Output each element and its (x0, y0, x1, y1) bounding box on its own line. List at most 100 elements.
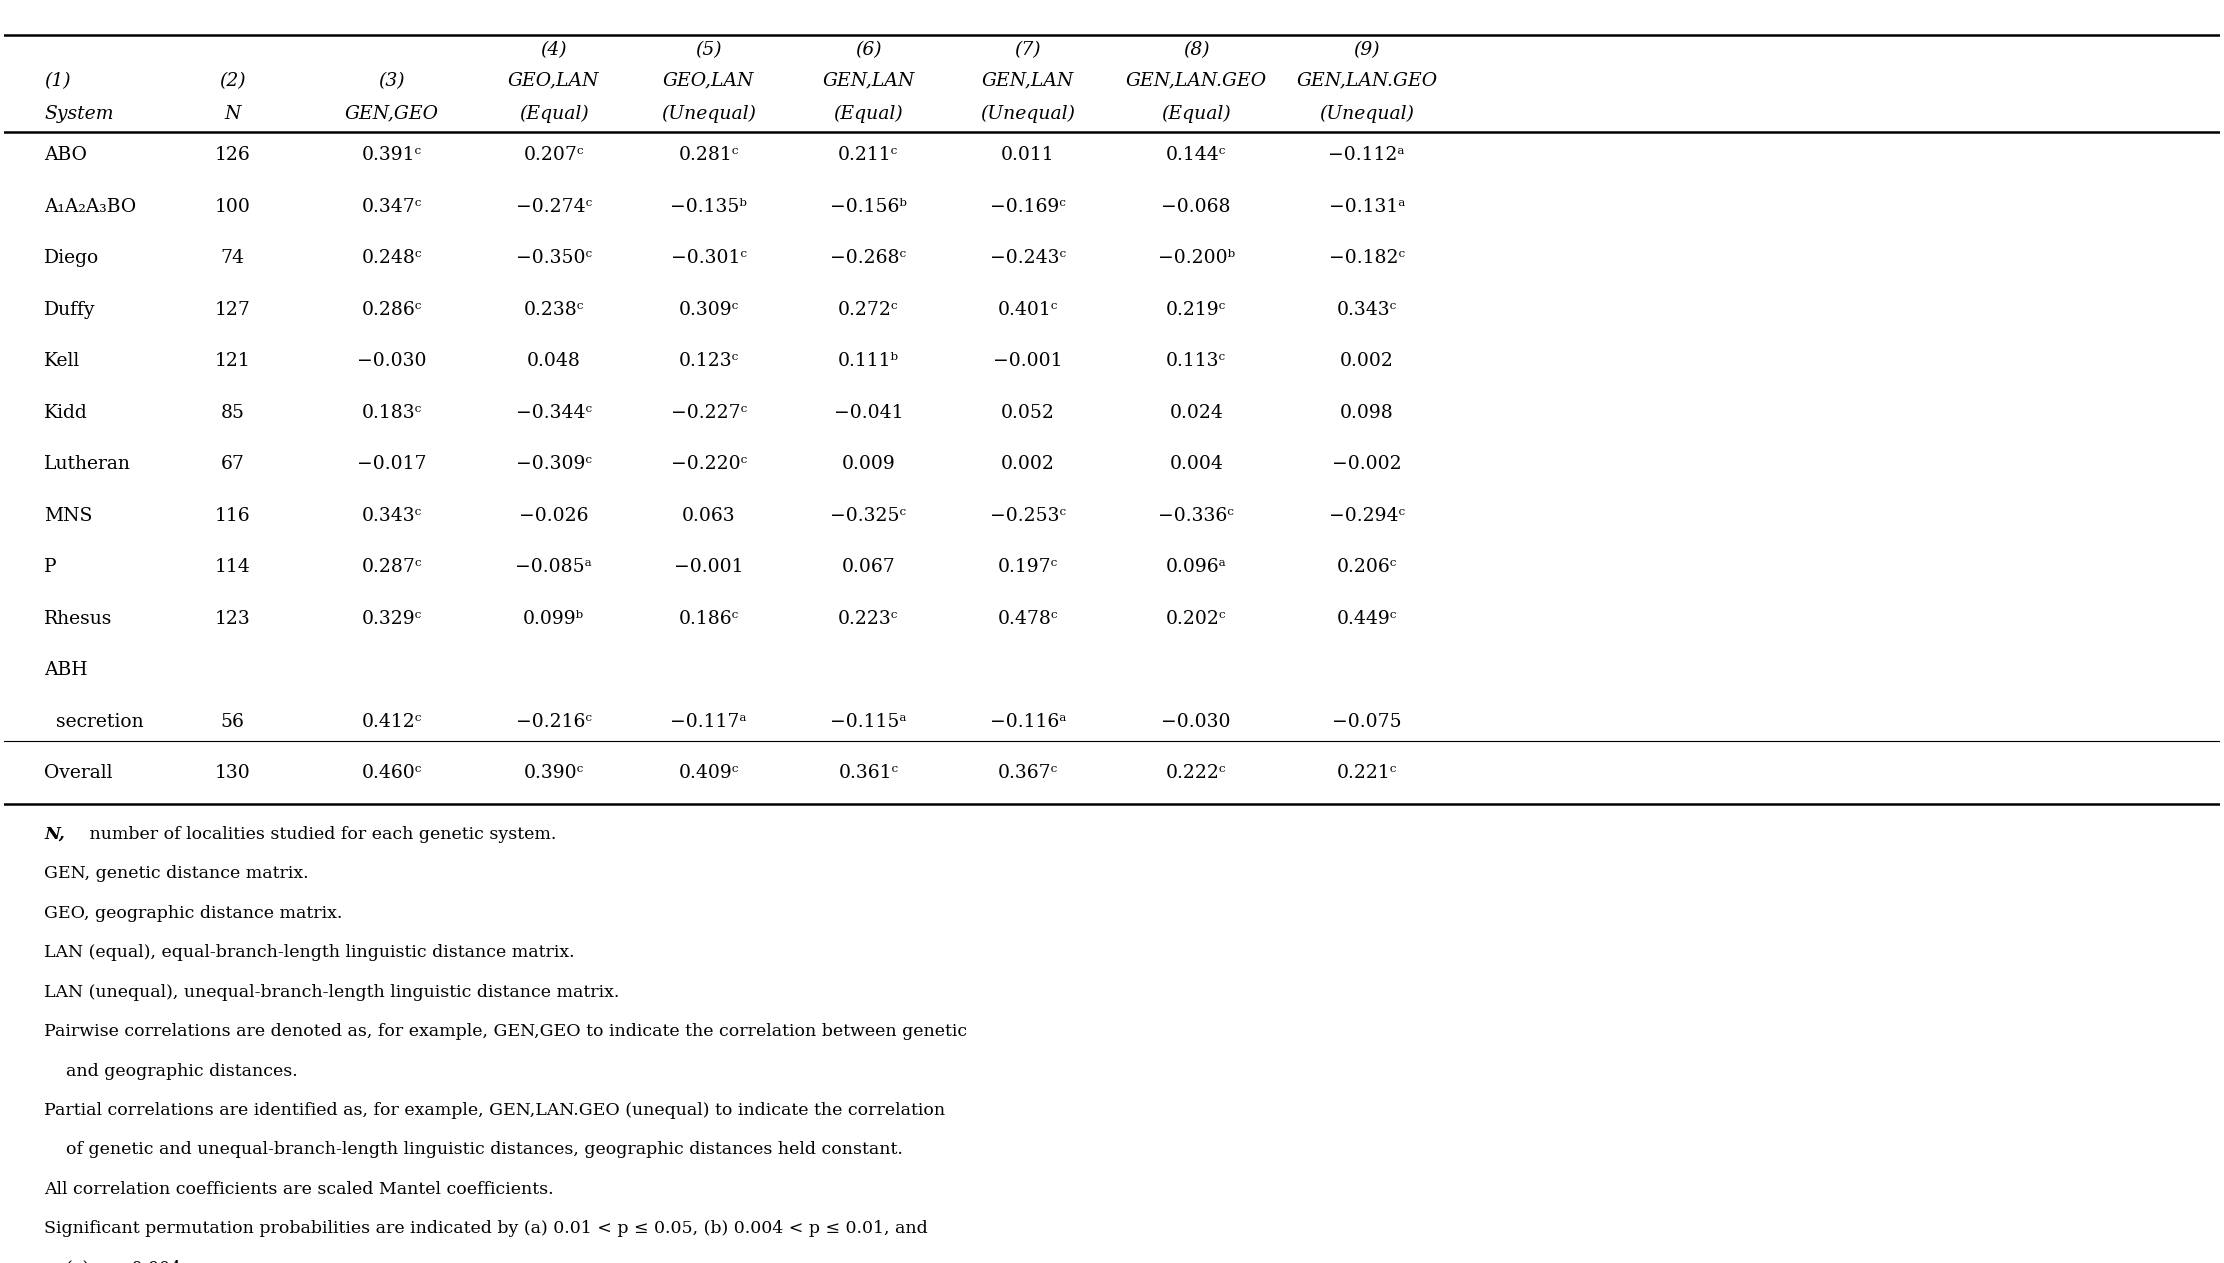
Text: 0.478ᶜ: 0.478ᶜ (999, 610, 1059, 628)
Text: MNS: MNS (44, 506, 93, 524)
Text: (Unequal): (Unequal) (661, 105, 756, 123)
Text: 0.409ᶜ: 0.409ᶜ (678, 764, 738, 782)
Text: Partial correlations are identified as, for example, GEN,LAN.GEO (unequal) to in: Partial correlations are identified as, … (44, 1103, 945, 1119)
Text: 127: 127 (214, 301, 251, 318)
Text: 85: 85 (220, 404, 245, 422)
Text: −0.253ᶜ: −0.253ᶜ (990, 506, 1065, 524)
Text: 0.111ᵇ: 0.111ᵇ (838, 352, 898, 370)
Text: (2): (2) (220, 72, 245, 90)
Text: −0.344ᶜ: −0.344ᶜ (516, 404, 592, 422)
Text: GEO,LAN: GEO,LAN (507, 72, 598, 90)
Text: 0.401ᶜ: 0.401ᶜ (999, 301, 1059, 318)
Text: Significant permutation probabilities are indicated by (a) 0.01 < p ≤ 0.05, (b) : Significant permutation probabilities ar… (44, 1220, 927, 1238)
Text: ABH: ABH (44, 662, 87, 679)
Text: 0.202ᶜ: 0.202ᶜ (1165, 610, 1225, 628)
Text: 0.211ᶜ: 0.211ᶜ (838, 147, 898, 164)
Text: 0.197ᶜ: 0.197ᶜ (999, 558, 1059, 576)
Text: −0.243ᶜ: −0.243ᶜ (990, 249, 1065, 268)
Text: 0.063: 0.063 (683, 506, 736, 524)
Text: and geographic distances.: and geographic distances. (44, 1062, 298, 1080)
Text: −0.075: −0.075 (1332, 712, 1401, 731)
Text: (3): (3) (378, 72, 405, 90)
Text: −0.112ᵃ: −0.112ᵃ (1328, 147, 1406, 164)
Text: GEN,LAN: GEN,LAN (981, 72, 1074, 90)
Text: 0.329ᶜ: 0.329ᶜ (363, 610, 423, 628)
Text: −0.135ᵇ: −0.135ᵇ (669, 198, 747, 216)
Text: 0.281ᶜ: 0.281ᶜ (678, 147, 738, 164)
Text: −0.220ᶜ: −0.220ᶜ (672, 455, 747, 474)
Text: 0.099ᵇ: 0.099ᵇ (523, 610, 585, 628)
Text: −0.131ᵃ: −0.131ᵃ (1328, 198, 1406, 216)
Text: ABO: ABO (44, 147, 87, 164)
Text: 0.222ᶜ: 0.222ᶜ (1165, 764, 1225, 782)
Text: of genetic and unequal-branch-length linguistic distances, geographic distances : of genetic and unequal-branch-length lin… (44, 1142, 903, 1158)
Text: 0.004: 0.004 (1170, 455, 1223, 474)
Text: (Equal): (Equal) (834, 105, 903, 123)
Text: 0.123ᶜ: 0.123ᶜ (678, 352, 738, 370)
Text: Pairwise correlations are denoted as, for example, GEN,GEO to indicate the corre: Pairwise correlations are denoted as, fo… (44, 1023, 967, 1041)
Text: Diego: Diego (44, 249, 100, 268)
Text: 0.343ᶜ: 0.343ᶜ (1337, 301, 1397, 318)
Text: Overall: Overall (44, 764, 113, 782)
Text: number of localities studied for each genetic system.: number of localities studied for each ge… (85, 826, 556, 842)
Text: (8): (8) (1183, 42, 1210, 59)
Text: (Unequal): (Unequal) (1319, 105, 1414, 123)
Text: Duffy: Duffy (44, 301, 96, 318)
Text: 0.248ᶜ: 0.248ᶜ (363, 249, 423, 268)
Text: 126: 126 (214, 147, 251, 164)
Text: LAN (equal), equal-branch-length linguistic distance matrix.: LAN (equal), equal-branch-length linguis… (44, 945, 574, 961)
Text: −0.268ᶜ: −0.268ᶜ (830, 249, 905, 268)
Text: 0.449ᶜ: 0.449ᶜ (1337, 610, 1397, 628)
Text: Kidd: Kidd (44, 404, 87, 422)
Text: −0.116ᵃ: −0.116ᵃ (990, 712, 1065, 731)
Text: −0.294ᶜ: −0.294ᶜ (1328, 506, 1406, 524)
Text: −0.085ᵃ: −0.085ᵃ (516, 558, 592, 576)
Text: (Equal): (Equal) (1161, 105, 1232, 123)
Text: −0.026: −0.026 (518, 506, 589, 524)
Text: 0.221ᶜ: 0.221ᶜ (1337, 764, 1397, 782)
Text: 100: 100 (214, 198, 251, 216)
Text: (6): (6) (854, 42, 881, 59)
Text: 0.460ᶜ: 0.460ᶜ (363, 764, 423, 782)
Text: (1): (1) (44, 72, 71, 90)
Text: −0.182ᶜ: −0.182ᶜ (1328, 249, 1406, 268)
Text: −0.200ᵇ: −0.200ᵇ (1159, 249, 1234, 268)
Text: 130: 130 (214, 764, 251, 782)
Text: −0.001: −0.001 (674, 558, 743, 576)
Text: −0.068: −0.068 (1161, 198, 1230, 216)
Text: GEN, genetic distance matrix.: GEN, genetic distance matrix. (44, 865, 309, 883)
Text: 0.272ᶜ: 0.272ᶜ (838, 301, 898, 318)
Text: 0.391ᶜ: 0.391ᶜ (363, 147, 423, 164)
Text: (4): (4) (540, 42, 567, 59)
Text: 0.219ᶜ: 0.219ᶜ (1165, 301, 1225, 318)
Text: 0.361ᶜ: 0.361ᶜ (838, 764, 898, 782)
Text: All correlation coefficients are scaled Mantel coefficients.: All correlation coefficients are scaled … (44, 1181, 554, 1197)
Text: 0.011: 0.011 (1001, 147, 1054, 164)
Text: 0.048: 0.048 (527, 352, 580, 370)
Text: −0.001: −0.001 (994, 352, 1063, 370)
Text: −0.350ᶜ: −0.350ᶜ (516, 249, 592, 268)
Text: 0.098: 0.098 (1339, 404, 1394, 422)
Text: 121: 121 (214, 352, 251, 370)
Text: Lutheran: Lutheran (44, 455, 131, 474)
Text: −0.117ᵃ: −0.117ᵃ (669, 712, 747, 731)
Text: −0.216ᶜ: −0.216ᶜ (516, 712, 592, 731)
Text: 0.347ᶜ: 0.347ᶜ (363, 198, 423, 216)
Text: GEO, geographic distance matrix.: GEO, geographic distance matrix. (44, 904, 342, 922)
Text: 123: 123 (214, 610, 251, 628)
Text: (Equal): (Equal) (518, 105, 589, 123)
Text: GEN,GEO: GEN,GEO (345, 105, 438, 123)
Text: −0.336ᶜ: −0.336ᶜ (1159, 506, 1234, 524)
Text: (Unequal): (Unequal) (981, 105, 1076, 123)
Text: 56: 56 (220, 712, 245, 731)
Text: 0.287ᶜ: 0.287ᶜ (363, 558, 423, 576)
Text: P: P (44, 558, 56, 576)
Text: 0.206ᶜ: 0.206ᶜ (1337, 558, 1397, 576)
Text: GEN,LAN.GEO: GEN,LAN.GEO (1125, 72, 1268, 90)
Text: −0.115ᵃ: −0.115ᵃ (830, 712, 907, 731)
Text: −0.030: −0.030 (1161, 712, 1230, 731)
Text: −0.274ᶜ: −0.274ᶜ (516, 198, 592, 216)
Text: 0.207ᶜ: 0.207ᶜ (523, 147, 585, 164)
Text: System: System (44, 105, 113, 123)
Text: −0.169ᶜ: −0.169ᶜ (990, 198, 1065, 216)
